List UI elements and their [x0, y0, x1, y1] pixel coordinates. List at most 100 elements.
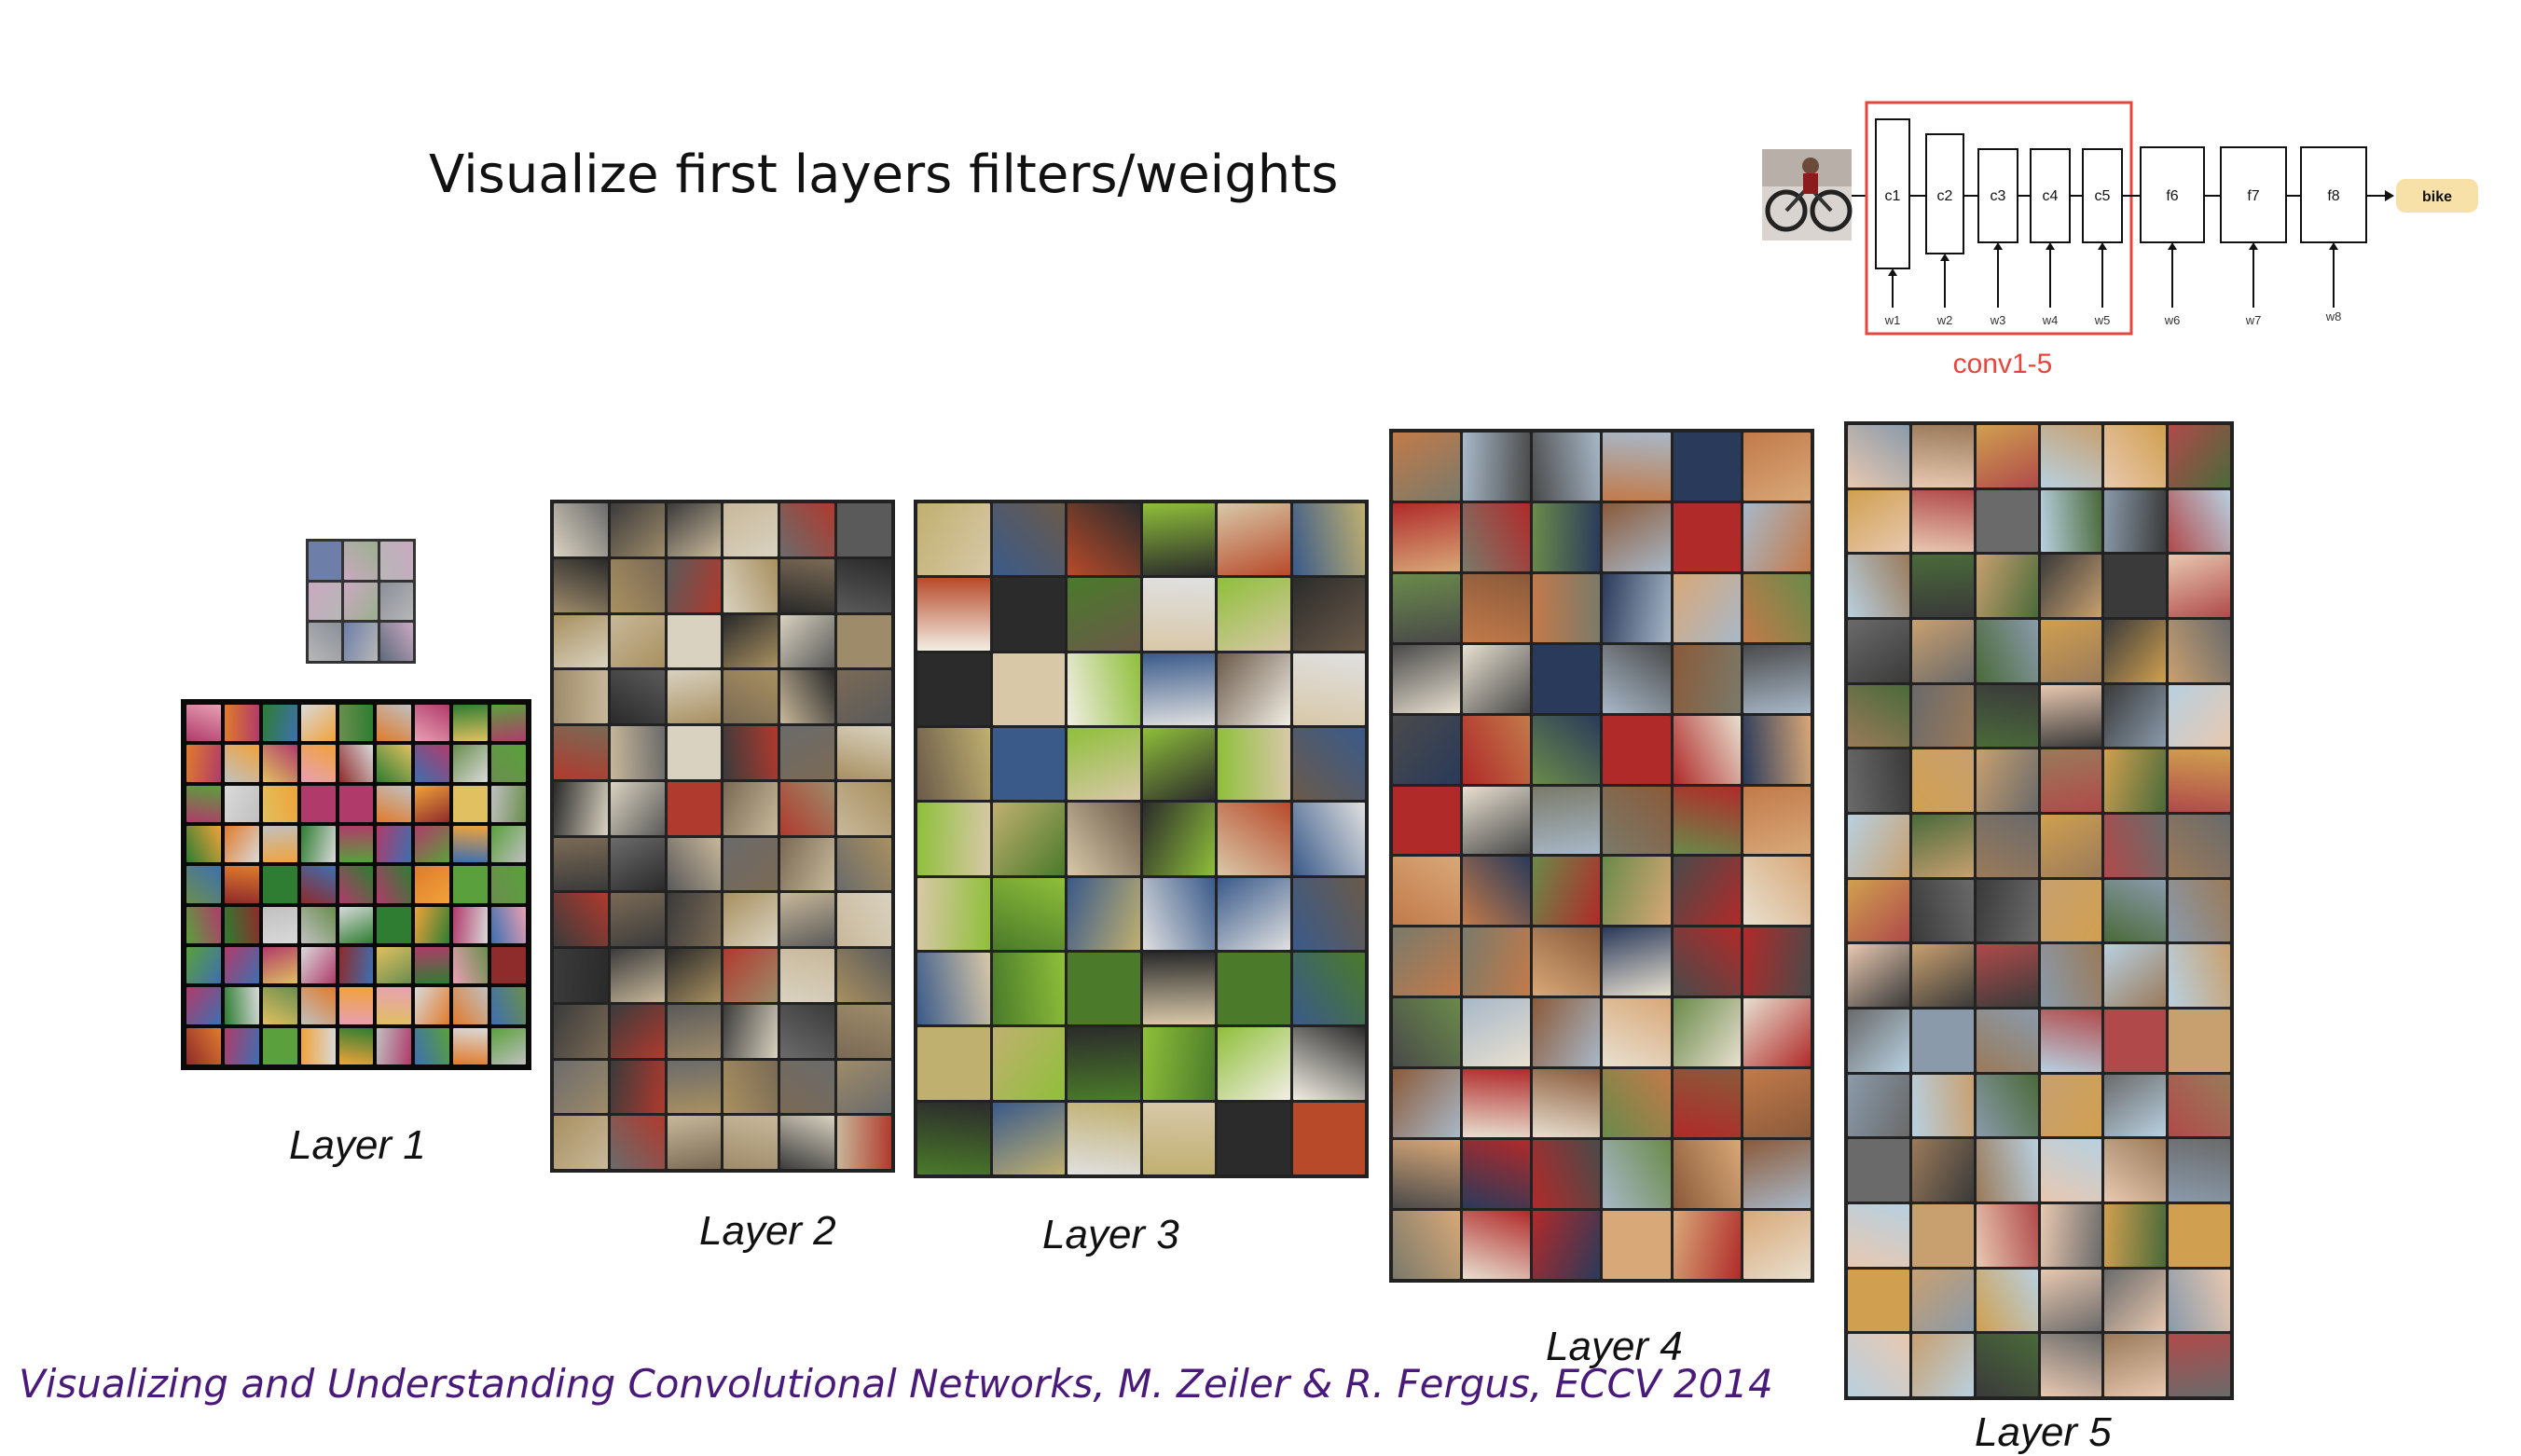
image-patch	[837, 1116, 891, 1169]
image-patch	[1068, 503, 1140, 576]
weight-label-w8: w8	[2325, 309, 2342, 323]
fc-layer-f8: f8	[2300, 146, 2367, 243]
image-patch	[2104, 749, 2167, 812]
image-patch	[554, 1004, 608, 1058]
image-patch	[780, 1116, 835, 1169]
image-patch	[667, 949, 722, 1002]
image-patch	[1976, 1203, 2038, 1267]
image-patch	[554, 614, 608, 668]
image-patch	[992, 652, 1065, 725]
image-patch	[491, 866, 526, 903]
image-patch	[262, 745, 297, 782]
image-patch	[917, 877, 990, 950]
image-patch	[723, 1004, 778, 1058]
image-patch	[1976, 425, 2038, 488]
image-patch	[1218, 652, 1290, 725]
image-patch	[2169, 814, 2230, 877]
image-patch	[224, 987, 259, 1024]
image-patch	[610, 949, 665, 1002]
image-patch	[917, 652, 990, 725]
image-patch	[2169, 1074, 2230, 1137]
image-patch	[1603, 433, 1671, 501]
conv-label-c2: c2	[1937, 188, 1953, 204]
weight-label-w3: w3	[1990, 313, 2006, 327]
image-patch	[1976, 1074, 2038, 1137]
image-patch	[917, 803, 990, 875]
image-patch	[1743, 644, 1811, 713]
image-patch	[1142, 503, 1215, 576]
image-patch	[1976, 1139, 2038, 1202]
layer4-label: Layer 4	[1546, 1324, 1683, 1369]
image-patch	[610, 781, 665, 835]
image-patch	[1976, 1269, 2038, 1332]
image-patch	[1603, 786, 1671, 855]
image-patch	[262, 785, 297, 822]
image-patch	[224, 1027, 259, 1065]
image-patch	[992, 578, 1065, 651]
image-patch	[1848, 1334, 1909, 1396]
image-patch	[186, 946, 221, 984]
image-patch	[1673, 433, 1741, 501]
image-patch	[338, 825, 374, 863]
image-patch	[1292, 1102, 1365, 1174]
weight-label-w7: w7	[2245, 313, 2262, 327]
image-patch	[610, 893, 665, 946]
image-patch	[1673, 786, 1741, 855]
image-patch	[992, 877, 1065, 950]
image-patch	[1743, 502, 1811, 571]
image-patch	[377, 785, 412, 822]
image-patch	[1911, 944, 1974, 1007]
image-patch	[1393, 927, 1461, 996]
image-patch	[1292, 877, 1365, 950]
image-patch	[1533, 998, 1601, 1067]
weight-arrows	[1892, 246, 2335, 308]
image-patch	[917, 503, 990, 576]
image-patch	[1673, 927, 1741, 996]
image-patch	[415, 785, 450, 822]
image-patch	[837, 503, 891, 556]
image-patch	[1743, 1069, 1811, 1138]
network-diagram: conv1-5 c1 c2 c3 c4 c5 f6 f7 f8	[1762, 101, 2478, 379]
image-patch	[837, 558, 891, 612]
layer2-patch-grid	[550, 500, 895, 1173]
image-patch	[610, 1116, 665, 1169]
image-patch	[1603, 998, 1671, 1067]
image-patch	[1603, 573, 1671, 642]
image-patch	[338, 785, 374, 822]
image-patch	[1463, 502, 1531, 571]
image-patch	[1743, 715, 1811, 784]
image-patch	[2040, 1074, 2102, 1137]
image-patch	[837, 1004, 891, 1058]
image-patch	[837, 1060, 891, 1114]
image-patch	[2169, 619, 2230, 682]
image-patch	[309, 623, 342, 661]
image-patch	[780, 837, 835, 891]
image-patch	[1463, 644, 1531, 713]
image-patch	[1848, 814, 1909, 877]
image-patch	[723, 781, 778, 835]
image-patch	[2169, 425, 2230, 488]
image-patch	[309, 542, 342, 580]
image-patch	[2040, 1009, 2102, 1072]
image-patch	[1068, 1027, 1140, 1100]
conv-layer-c4: c4	[2030, 148, 2071, 243]
image-patch	[610, 503, 665, 556]
image-patch	[1393, 573, 1461, 642]
image-patch	[1673, 715, 1741, 784]
image-patch	[554, 1116, 608, 1169]
image-patch	[610, 1004, 665, 1058]
image-patch	[837, 893, 891, 946]
image-patch	[1393, 715, 1461, 784]
image-patch	[2169, 489, 2230, 553]
image-patch	[224, 705, 259, 742]
image-patch	[1603, 502, 1671, 571]
image-patch	[837, 781, 891, 835]
image-patch	[1393, 998, 1461, 1067]
image-patch	[300, 946, 336, 984]
image-patch	[1976, 684, 2038, 748]
image-patch	[1911, 619, 1974, 682]
image-patch	[1673, 573, 1741, 642]
image-patch	[1911, 425, 1974, 488]
image-patch	[338, 946, 374, 984]
image-patch	[1292, 953, 1365, 1025]
